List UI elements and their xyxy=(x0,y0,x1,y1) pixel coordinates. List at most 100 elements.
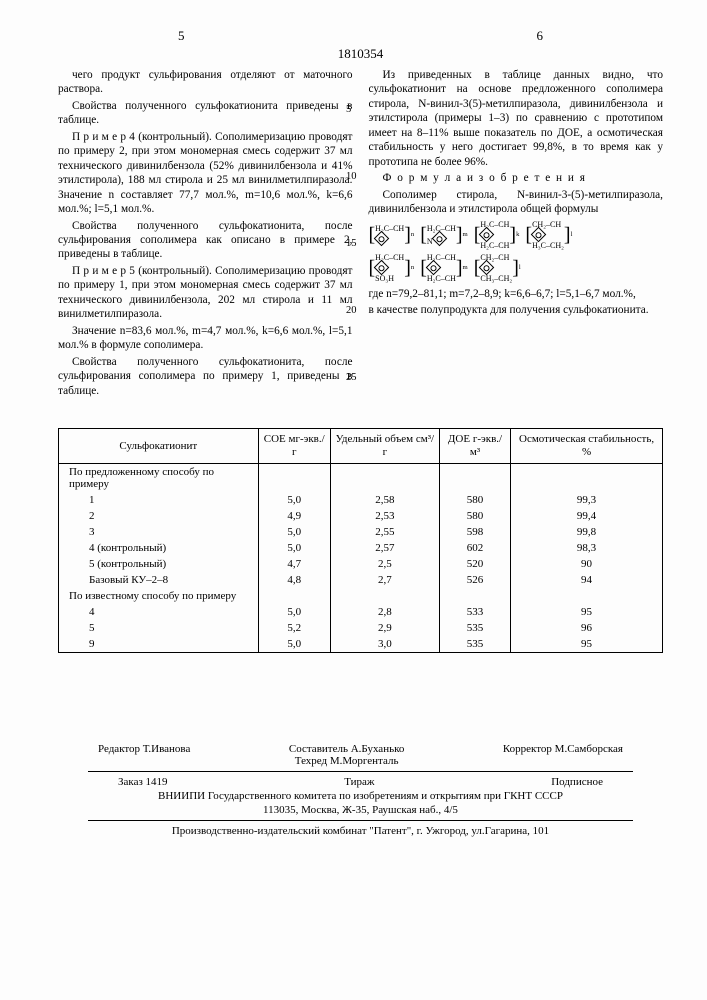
table-cell: 2,9 xyxy=(330,620,439,636)
table-cell: 5,2 xyxy=(258,620,330,636)
table-cell: 2,5 xyxy=(330,556,439,572)
table-section-row: По предложенному способу по примеру xyxy=(59,464,663,493)
compiler-credit: Составитель А.Буханько xyxy=(289,743,405,755)
empty-cell xyxy=(258,588,330,604)
section-title-cell: По известному способу по примеру xyxy=(59,588,259,604)
table-cell: 4,7 xyxy=(258,556,330,572)
line-number: 10 xyxy=(346,171,357,182)
paragraph: П р и м е р 5 (контрольный). Сополимериз… xyxy=(58,264,353,322)
table-cell: 5,0 xyxy=(258,524,330,540)
table-cell: Базовый КУ–2–8 xyxy=(59,572,259,588)
table-cell: 535 xyxy=(439,636,510,653)
line-number-gutter: 5 10 15 20 25 xyxy=(346,104,357,383)
table-cell: 4 xyxy=(59,604,259,620)
table-row: Базовый КУ–2–84,82,752694 xyxy=(59,572,663,588)
empty-cell xyxy=(439,588,510,604)
table-cell: 3,0 xyxy=(330,636,439,653)
page-num-left: 5 xyxy=(178,28,185,44)
table-cell: 4 (контрольный) xyxy=(59,540,259,556)
publisher-line1: ВНИИПИ Государственного комитета по изоб… xyxy=(58,790,663,802)
table-cell: 5,0 xyxy=(258,604,330,620)
paragraph: Значение n=83,6 мол.%, m=4,7 мол.%, k=6,… xyxy=(58,324,353,353)
table-row: 15,02,5858099,3 xyxy=(59,492,663,508)
table-cell: 1 xyxy=(59,492,259,508)
table-row: 24,92,5358099,4 xyxy=(59,508,663,524)
table-cell: 99,4 xyxy=(511,508,663,524)
paragraph: чего продукт сульфирования отделяют от м… xyxy=(58,68,353,97)
printer-line: Производственно-издательский комбинат "П… xyxy=(58,825,663,837)
table-cell: 526 xyxy=(439,572,510,588)
chemical-formula: [H₂C–CH]n [H₂C–CHN]m [H₂C–CHH₂C–CH]k [CH… xyxy=(369,221,664,283)
table-row: 5 (контрольный)4,72,552090 xyxy=(59,556,663,572)
col-header: Осмотическая стабильность, % xyxy=(511,428,663,463)
text-columns: чего продукт сульфирования отделяют от м… xyxy=(58,68,663,400)
paragraph: Свойства полученного сульфокатионита, по… xyxy=(58,219,353,262)
table-cell: 602 xyxy=(439,540,510,556)
table-cell: 2,7 xyxy=(330,572,439,588)
divider xyxy=(88,820,633,821)
table-cell: 5 (контрольный) xyxy=(59,556,259,572)
line-number: 15 xyxy=(346,238,357,249)
col-header: Сульфокатионит xyxy=(59,428,259,463)
order-number: Заказ 1419 xyxy=(118,776,168,788)
tirage-label: Тираж xyxy=(344,776,374,788)
table-cell: 4,9 xyxy=(258,508,330,524)
paragraph: Свойства полученного сульфокатионита, по… xyxy=(58,355,353,398)
table-cell: 2 xyxy=(59,508,259,524)
empty-cell xyxy=(330,588,439,604)
table-cell: 94 xyxy=(511,572,663,588)
paragraph: где n=79,2–81,1; m=7,2–8,9; k=6,6–6,7; l… xyxy=(369,287,664,301)
table-cell: 9 xyxy=(59,636,259,653)
properties-table: Сульфокатионит СОЕ мг-экв./г Удельный об… xyxy=(58,428,663,653)
empty-cell xyxy=(439,464,510,493)
right-column: Из приведенных в таблице данных видно, ч… xyxy=(369,68,664,400)
table-body: По предложенному способу по примеру15,02… xyxy=(59,464,663,653)
table-cell: 99,8 xyxy=(511,524,663,540)
table-cell: 90 xyxy=(511,556,663,572)
paragraph: П р и м е р 4 (контрольный). Сополимериз… xyxy=(58,130,353,217)
divider xyxy=(88,771,633,772)
table-cell: 535 xyxy=(439,620,510,636)
publisher-line2: 113035, Москва, Ж-35, Раушская наб., 4/5 xyxy=(58,804,663,816)
table-cell: 5 xyxy=(59,620,259,636)
table-cell: 2,57 xyxy=(330,540,439,556)
table-row: 55,22,953596 xyxy=(59,620,663,636)
table-cell: 5,0 xyxy=(258,492,330,508)
table-cell: 2,58 xyxy=(330,492,439,508)
paragraph: Свойства полученного сульфокатионита при… xyxy=(58,99,353,128)
tech-credit: Техред М.Моргенталь xyxy=(295,755,399,767)
table-row: 95,03,053595 xyxy=(59,636,663,653)
page-num-right: 6 xyxy=(537,28,544,44)
col-header: СОЕ мг-экв./г xyxy=(258,428,330,463)
editor-credit: Редактор Т.Иванова xyxy=(98,743,190,767)
document-number: 1810354 xyxy=(58,46,663,62)
empty-cell xyxy=(511,464,663,493)
paragraph: Сополимер стирола, N-винил-3-(5)-метилпи… xyxy=(369,188,664,217)
table-cell: 3 xyxy=(59,524,259,540)
table-cell: 598 xyxy=(439,524,510,540)
empty-cell xyxy=(258,464,330,493)
table-row: 35,02,5559899,8 xyxy=(59,524,663,540)
table-row: 45,02,853395 xyxy=(59,604,663,620)
col-header: ДОЕ г-экв./м³ xyxy=(439,428,510,463)
table-cell: 98,3 xyxy=(511,540,663,556)
table-cell: 2,53 xyxy=(330,508,439,524)
table-header-row: Сульфокатионит СОЕ мг-экв./г Удельный об… xyxy=(59,428,663,463)
table-cell: 95 xyxy=(511,636,663,653)
empty-cell xyxy=(330,464,439,493)
empty-cell xyxy=(511,588,663,604)
table-cell: 2,8 xyxy=(330,604,439,620)
table-cell: 580 xyxy=(439,492,510,508)
paragraph: Из приведенных в таблице данных видно, ч… xyxy=(369,68,664,169)
section-title-cell: По предложенному способу по примеру xyxy=(59,464,259,493)
col-header: Удельный объем см³/г xyxy=(330,428,439,463)
left-column: чего продукт сульфирования отделяют от м… xyxy=(58,68,353,400)
table-cell: 520 xyxy=(439,556,510,572)
table-cell: 99,3 xyxy=(511,492,663,508)
table-cell: 5,0 xyxy=(258,540,330,556)
table-cell: 580 xyxy=(439,508,510,524)
line-number: 20 xyxy=(346,305,357,316)
table-section-row: По известному способу по примеру xyxy=(59,588,663,604)
table-cell: 2,55 xyxy=(330,524,439,540)
subscription-label: Подписное xyxy=(551,776,603,788)
